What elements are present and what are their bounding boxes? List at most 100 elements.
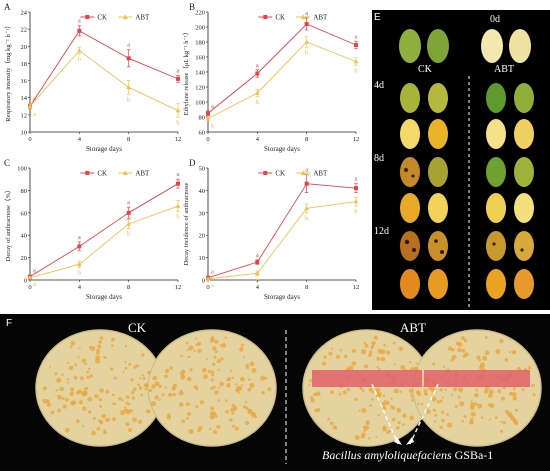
colony-dot xyxy=(475,388,479,392)
colony-dot xyxy=(474,402,478,406)
colony-dot xyxy=(88,367,91,371)
colony-dot xyxy=(397,421,401,425)
significance-letter: a xyxy=(127,199,130,206)
colony-dot xyxy=(308,379,312,383)
colony-dot xyxy=(441,410,445,414)
colony-dot xyxy=(402,413,407,418)
colony-dot xyxy=(128,428,132,432)
colony-dot xyxy=(240,343,244,347)
colony-dot xyxy=(382,425,386,429)
colony-dot xyxy=(213,430,218,435)
colony-dot xyxy=(348,365,354,371)
y-tick-label: 24 xyxy=(21,10,28,17)
series-line-abt xyxy=(207,201,357,280)
colony-dot xyxy=(408,388,414,394)
data-point-ck xyxy=(126,210,131,215)
colony-dot xyxy=(409,361,412,364)
colony-dot xyxy=(396,426,400,430)
colony-dot xyxy=(343,354,348,359)
colony-dot xyxy=(453,387,457,392)
colony-dot xyxy=(249,382,255,388)
colony-dot xyxy=(242,356,245,359)
mango-8d-abt-2 xyxy=(514,157,534,187)
colony-dot xyxy=(469,417,474,422)
colony-dot xyxy=(70,400,75,406)
colony-dot xyxy=(124,366,128,370)
colony-dot xyxy=(103,431,107,434)
x-tick-label: 8 xyxy=(305,284,308,291)
colony-dot xyxy=(140,393,144,397)
y-tick-label: 100 xyxy=(17,166,27,173)
colony-dot xyxy=(332,425,338,430)
colony-dot xyxy=(129,409,133,413)
colony-dot xyxy=(124,345,128,348)
colony-dot xyxy=(105,389,110,394)
colony-dot xyxy=(432,408,436,412)
colony-dot xyxy=(335,354,340,360)
mango-grid xyxy=(399,29,534,308)
colony-dot xyxy=(42,386,47,391)
colony-dot xyxy=(168,392,173,397)
colony-dot xyxy=(203,374,208,380)
x-axis-label: Storage days xyxy=(264,293,300,301)
significance-letter: a xyxy=(177,171,180,178)
colony-dot xyxy=(439,399,443,403)
colony-dot xyxy=(74,363,78,367)
colony-dot xyxy=(132,387,137,392)
colony-dot xyxy=(195,337,198,340)
colony-dot xyxy=(423,389,428,393)
data-point-abt xyxy=(76,261,82,267)
significance-letter: b xyxy=(176,214,179,221)
plate-label-ck: CK xyxy=(128,320,147,335)
colony-dot xyxy=(371,390,375,394)
colony-dot xyxy=(221,343,227,348)
colony-dot xyxy=(361,349,366,355)
x-tick-label: 8 xyxy=(305,136,308,143)
significance-letter: a xyxy=(33,111,36,118)
mango-12d-ck-cut-1 xyxy=(400,269,420,299)
x-tick-label: 0 xyxy=(28,284,31,291)
colony-dot xyxy=(124,406,127,409)
x-tick-label: 12 xyxy=(175,136,182,143)
x-tick-label: 4 xyxy=(78,136,82,143)
colony-dot xyxy=(98,419,102,423)
y-tick-label: 80 xyxy=(21,188,28,195)
colony-dot xyxy=(229,418,233,422)
y-tick-label: 16 xyxy=(21,78,28,85)
data-point-ck xyxy=(354,43,358,47)
colony-dot xyxy=(247,408,253,415)
significance-letter: b xyxy=(211,123,214,130)
colony-dot xyxy=(90,346,96,352)
colony-dot xyxy=(393,363,396,366)
colony-dot xyxy=(371,344,374,348)
x-tick-label: 12 xyxy=(353,284,360,291)
colony-dot xyxy=(136,364,140,368)
colony-dot xyxy=(89,374,93,378)
colony-dot xyxy=(463,338,468,343)
legend-marker xyxy=(85,15,90,19)
colony-dot xyxy=(323,355,327,359)
colony-dot xyxy=(70,387,75,392)
y-tick-label: 50 xyxy=(199,166,206,173)
y-tick-label: 220 xyxy=(195,10,205,17)
colony-dot xyxy=(267,387,272,392)
colony-dot xyxy=(331,347,334,350)
data-point-abt xyxy=(205,276,211,281)
colony-dot xyxy=(514,421,519,425)
colony-dot xyxy=(477,403,483,409)
colony-dot xyxy=(61,373,64,376)
significance-letter: a xyxy=(355,33,358,40)
colony-dot xyxy=(499,429,503,433)
y-tick-label: 10 xyxy=(199,255,206,262)
colony-dot xyxy=(512,392,517,397)
colony-dot xyxy=(78,400,83,405)
colony-dot xyxy=(450,393,453,396)
mango-4d-ck-1 xyxy=(400,83,420,113)
colony-dot xyxy=(161,393,165,397)
colony-dot xyxy=(328,351,333,356)
colony-dot xyxy=(56,377,62,383)
colony-dot xyxy=(87,410,92,414)
data-point-abt xyxy=(254,270,260,276)
colony-dot xyxy=(358,409,361,412)
colony-dot xyxy=(480,416,484,419)
